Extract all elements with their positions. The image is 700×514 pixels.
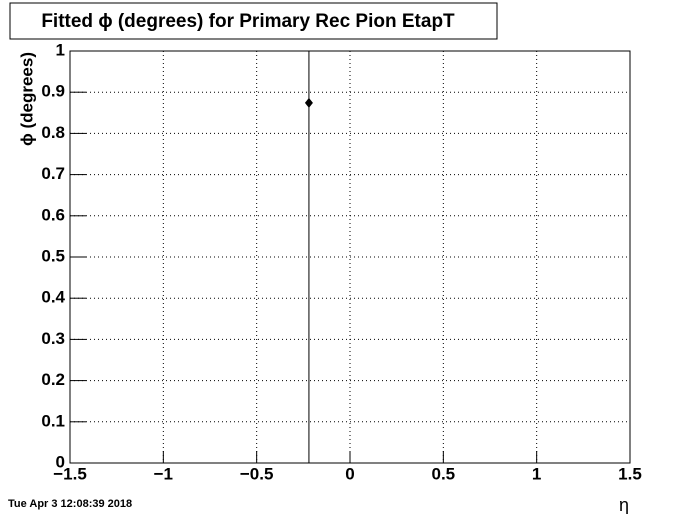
- y-tick-label: 0.4: [41, 288, 65, 307]
- x-tick-label: −1: [154, 464, 173, 483]
- y-tick-label: 0.5: [41, 246, 65, 265]
- x-tick-label: 0.5: [432, 464, 456, 483]
- title-box: [9, 2, 498, 40]
- x-tick-label: 1.5: [618, 464, 642, 483]
- x-tick-label: −1.5: [53, 464, 87, 483]
- y-tick-label: 0: [56, 452, 65, 471]
- data-point: [304, 97, 313, 108]
- y-tick-label: 1: [56, 40, 65, 59]
- data-layer: [304, 51, 313, 463]
- y-tick-label: 0.2: [41, 370, 65, 389]
- y-tick-label: 0.6: [41, 205, 65, 224]
- y-axis-label: ϕ (degrees): [17, 52, 36, 146]
- x-tick-label: −0.5: [240, 464, 274, 483]
- timestamp: Tue Apr 3 12:08:39 2018: [8, 498, 132, 510]
- x-axis-label: η: [619, 495, 629, 514]
- y-tick-label: 0.3: [41, 329, 65, 348]
- chart-title: Fitted ϕ (degrees) for Primary Rec Pion …: [41, 11, 455, 32]
- y-tick-label: 0.9: [41, 82, 65, 101]
- plot-frame: [69, 50, 631, 464]
- x-tick-label: 0: [345, 464, 354, 483]
- y-tick-label: 0.7: [41, 164, 65, 183]
- x-tick-label: 1: [532, 464, 541, 483]
- y-tick-label: 0.1: [41, 411, 65, 430]
- y-tick-label: 0.8: [41, 123, 65, 142]
